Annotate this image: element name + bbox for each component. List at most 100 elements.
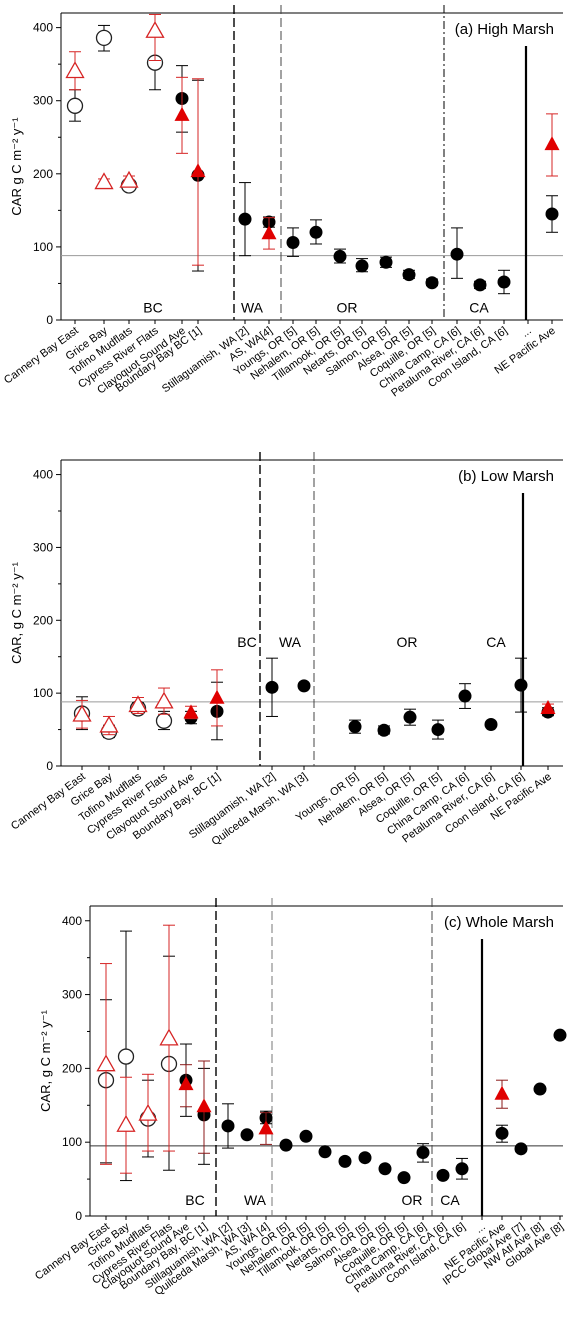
- data-point-filled-circle: [265, 657, 279, 717]
- data-point-filled-triangle: [174, 76, 190, 154]
- y-tick-label: 0: [46, 759, 53, 773]
- marker-filled-circle: [431, 723, 445, 737]
- marker-filled-circle: [436, 1168, 450, 1182]
- marker-filled-circle: [450, 247, 464, 261]
- y-axis-label: CAR, g C m⁻² y⁻¹: [38, 1009, 53, 1112]
- y-tick-label: 100: [33, 686, 53, 700]
- y-tick-label: 300: [33, 94, 53, 108]
- marker-filled-triangle: [209, 689, 225, 704]
- y-tick-label: 100: [33, 240, 53, 254]
- data-point-filled-circle: [358, 1151, 372, 1165]
- data-point-hollow-triangle: [96, 963, 116, 1165]
- data-point-filled-circle: [397, 1171, 411, 1185]
- data-point-filled-circle: [473, 278, 487, 292]
- marker-filled-circle: [279, 1138, 293, 1152]
- marker-filled-circle: [533, 1082, 547, 1096]
- data-point-filled-circle: [458, 683, 472, 709]
- marker-hollow-triangle: [138, 1103, 158, 1121]
- y-tick-label: 200: [33, 613, 53, 627]
- marker-filled-circle: [545, 207, 559, 221]
- marker-hollow-triangle: [72, 704, 92, 722]
- marker-filled-circle: [416, 1146, 430, 1160]
- marker-filled-circle: [403, 710, 417, 724]
- data-point-filled-circle: [425, 276, 439, 290]
- y-tick-label: 200: [62, 1061, 82, 1075]
- chart-panel-1: 0 100 200 300 400 CAR, g C m⁻² y⁻¹ BC WA OR CA (b)…: [9, 452, 563, 848]
- marker-filled-circle: [297, 679, 311, 693]
- region-label-ca: CA: [486, 634, 506, 650]
- marker-hollow-triangle: [119, 170, 139, 188]
- data-point-filled-circle: [355, 258, 369, 273]
- marker-filled-triangle: [190, 163, 206, 178]
- marker-filled-triangle: [544, 136, 560, 151]
- chart-panel-0: 0 100 200 300 400 CAR g C m⁻² y⁻¹ BC WA OR CA (a) …: [2, 5, 563, 399]
- region-label-bc: BC: [237, 634, 256, 650]
- chart-panel-2: 0 100 200 300 400 CAR, g C m⁻² y⁻¹ BC WA OR CA (c)…: [33, 898, 567, 1298]
- region-label-wa: WA: [244, 1192, 267, 1208]
- y-axis-label: CAR g C m⁻² y⁻¹: [9, 117, 24, 216]
- region-label-wa: WA: [241, 300, 264, 316]
- data-point-filled-circle: [514, 1142, 528, 1156]
- y-tick-label: 0: [46, 313, 53, 327]
- marker-hollow-triangle: [96, 1054, 116, 1072]
- marker-filled-triangle: [540, 699, 556, 714]
- data-point-filled-circle: [416, 1143, 430, 1163]
- marker-filled-circle: [318, 1145, 332, 1159]
- marker-hollow-triangle: [128, 695, 148, 713]
- data-point-filled-circle: [348, 719, 362, 734]
- data-point-filled-circle: [495, 1124, 509, 1143]
- data-point-hollow-circle: [66, 89, 84, 122]
- data-point-filled-circle: [377, 723, 391, 737]
- marker-filled-circle: [425, 276, 439, 290]
- region-label-ca: CA: [440, 1192, 460, 1208]
- panel-title: (c) Whole Marsh: [444, 914, 554, 931]
- marker-filled-circle: [455, 1162, 469, 1176]
- marker-filled-circle: [265, 680, 279, 694]
- data-point-filled-circle: [402, 268, 416, 282]
- data-point-filled-circle: [403, 708, 417, 726]
- marker-hollow-triangle: [116, 1114, 136, 1132]
- marker-filled-circle: [514, 1142, 528, 1156]
- data-point-hollow-triangle: [99, 715, 119, 736]
- marker-hollow-circle: [155, 712, 173, 729]
- data-point-filled-triangle: [178, 1064, 194, 1108]
- y-tick-label: 200: [33, 167, 53, 181]
- data-point-filled-circle: [379, 255, 393, 269]
- data-point-hollow-triangle: [128, 695, 148, 715]
- marker-filled-circle: [358, 1151, 372, 1165]
- y-tick-label: 400: [33, 468, 53, 482]
- data-point-filled-circle: [238, 182, 252, 257]
- marker-filled-circle: [333, 249, 347, 263]
- marker-filled-circle: [379, 255, 393, 269]
- y-tick-label: 100: [62, 1135, 82, 1149]
- marker-filled-triangle: [258, 1120, 274, 1135]
- y-tick-label: 400: [33, 21, 53, 35]
- marker-filled-circle: [378, 1162, 392, 1176]
- marker-filled-circle: [497, 275, 511, 289]
- data-point-hollow-triangle: [119, 170, 139, 188]
- data-point-hollow-triangle: [145, 13, 165, 62]
- data-point-filled-triangle: [540, 699, 556, 714]
- region-label-ca: CA: [469, 300, 489, 316]
- marker-hollow-circle: [66, 97, 84, 114]
- marker-filled-circle: [309, 225, 323, 239]
- marker-filled-triangle: [494, 1085, 510, 1100]
- y-tick-label: 300: [62, 988, 82, 1002]
- data-point-filled-circle: [553, 1028, 567, 1042]
- data-point-hollow-circle: [146, 34, 164, 91]
- marker-filled-circle: [221, 1119, 235, 1133]
- marker-filled-circle: [484, 717, 498, 731]
- data-point-filled-circle: [484, 717, 498, 731]
- marker-filled-circle: [240, 1128, 254, 1142]
- data-point-filled-circle: [545, 195, 559, 233]
- data-point-filled-triangle: [258, 1112, 274, 1145]
- data-point-filled-triangle: [183, 704, 199, 720]
- marker-filled-circle: [495, 1126, 509, 1140]
- marker-filled-circle: [397, 1171, 411, 1185]
- marker-hollow-triangle: [145, 20, 165, 38]
- y-tick-label: 400: [62, 914, 82, 928]
- data-point-hollow-triangle: [116, 1076, 136, 1174]
- panel-title: (a) High Marsh: [455, 21, 554, 38]
- data-point-filled-circle: [450, 227, 464, 279]
- marker-filled-circle: [402, 268, 416, 282]
